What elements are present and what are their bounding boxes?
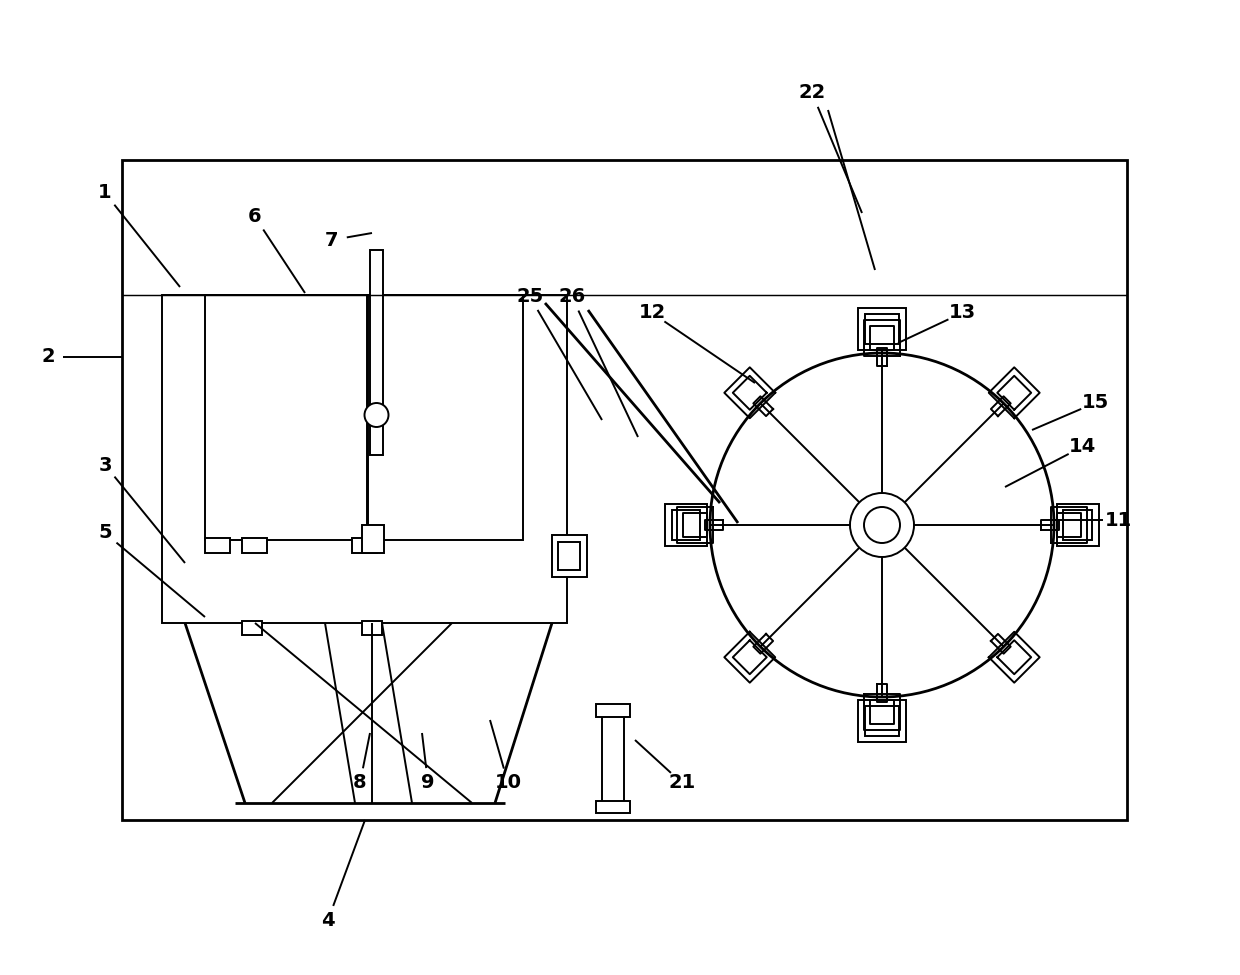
Bar xyxy=(205,538,229,553)
Bar xyxy=(162,295,567,623)
Bar xyxy=(352,538,377,553)
Text: 3: 3 xyxy=(98,455,112,475)
Text: 25: 25 xyxy=(516,288,543,306)
Text: 21: 21 xyxy=(668,773,696,793)
Text: 2: 2 xyxy=(41,347,55,367)
Bar xyxy=(205,295,367,540)
Bar xyxy=(122,160,1127,820)
Text: 8: 8 xyxy=(353,773,367,793)
Bar xyxy=(665,504,707,546)
Bar xyxy=(601,715,624,803)
Bar xyxy=(858,700,906,742)
Bar xyxy=(858,308,906,350)
Text: 9: 9 xyxy=(422,773,435,793)
Text: 7: 7 xyxy=(325,230,339,250)
Bar xyxy=(362,621,382,635)
Bar xyxy=(558,542,580,570)
Bar xyxy=(362,525,384,553)
Text: 15: 15 xyxy=(1081,394,1109,412)
Bar xyxy=(866,314,899,344)
Bar xyxy=(1063,510,1092,540)
Circle shape xyxy=(365,403,388,427)
Bar xyxy=(596,704,630,717)
Bar xyxy=(552,535,587,577)
Text: 6: 6 xyxy=(248,208,262,226)
Circle shape xyxy=(864,507,900,543)
Bar xyxy=(242,621,262,635)
Text: 12: 12 xyxy=(639,303,666,323)
Bar xyxy=(866,706,899,736)
Bar xyxy=(370,250,383,455)
Bar xyxy=(672,510,701,540)
Circle shape xyxy=(849,493,914,557)
Bar xyxy=(242,538,267,553)
Text: 10: 10 xyxy=(495,773,522,793)
Bar xyxy=(596,801,630,813)
Text: 26: 26 xyxy=(558,288,585,306)
Bar xyxy=(368,295,523,540)
Text: 14: 14 xyxy=(1069,438,1096,456)
Text: 4: 4 xyxy=(321,911,335,929)
Text: 1: 1 xyxy=(98,183,112,203)
Text: 5: 5 xyxy=(98,524,112,542)
Text: 13: 13 xyxy=(949,303,976,323)
Text: 22: 22 xyxy=(799,84,826,102)
Bar xyxy=(1056,504,1099,546)
Text: 11: 11 xyxy=(1105,511,1132,529)
